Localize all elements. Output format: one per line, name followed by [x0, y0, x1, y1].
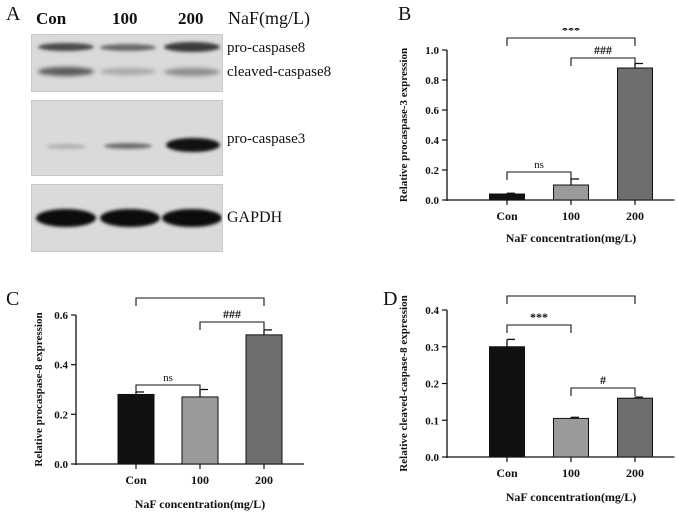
bar-b-Con [489, 193, 525, 201]
y-tick-label-d: 0.2 [425, 379, 439, 391]
x-axis-label-b: NaF concentration(mg/L) [506, 231, 637, 245]
band-cleaved-caspase8-con [38, 67, 94, 76]
bracket-line-c [199, 321, 265, 330]
y-tick-label-c: 0.2 [54, 409, 68, 421]
y-tick-label-d: 0.4 [425, 305, 439, 317]
significance-label-b: *** [562, 28, 580, 37]
blot-caspase3 [31, 100, 223, 176]
bracket-line-c [135, 297, 265, 306]
bar-d-200 [617, 397, 653, 458]
significance-label-b: ns [534, 159, 544, 171]
lane-label-100: 100 [112, 9, 138, 28]
significance-bracket-c: ### [199, 307, 265, 330]
significance-label-b: ### [594, 43, 612, 57]
significance-bracket-d: *** [506, 290, 636, 304]
y-axis-label-c: Relative procaspase-8 expression [33, 312, 45, 466]
x-tick-label-d: Con [496, 466, 518, 480]
x-tick-label-c: 200 [255, 473, 273, 487]
bracket-line-d [570, 387, 636, 396]
chart-b: 0.0 0.2 0.4 0.6 0.8 1.0 Con 100 200 *** ### ns Relat… [398, 28, 675, 245]
band-pro-caspase3-con [46, 144, 86, 149]
significance-label-c: *** [191, 295, 209, 297]
bar-c-100 [181, 396, 219, 465]
blot-caspase8 [31, 34, 223, 92]
y-tick-label-d: 0.3 [425, 342, 439, 354]
significance-bracket-d: # [570, 373, 636, 396]
y-tick-label-c: 0.4 [54, 360, 68, 372]
x-tick-label-d: 100 [562, 466, 580, 480]
naf-header: NaF(mg/L) [228, 8, 310, 28]
y-tick-label-d: 0.1 [425, 415, 439, 427]
label-pro-caspase8: pro-caspase8 [227, 40, 306, 56]
band-gapdh-200 [162, 209, 222, 227]
x-tick-label-c: 100 [191, 473, 209, 487]
band-pro-caspase8-200 [164, 42, 220, 52]
panel-letter-d: D [383, 288, 398, 310]
y-axis-label-b: Relative procaspase-3 expression [398, 48, 410, 202]
x-tick-label-b: Con [496, 209, 518, 223]
y-tick-label-b: 0.4 [425, 135, 439, 147]
significance-bracket-d: *** [506, 310, 572, 333]
x-axis-label-c: NaF concentration(mg/L) [135, 497, 266, 511]
band-cleaved-caspase8-200 [164, 68, 220, 76]
x-tick-label-b: 100 [562, 209, 580, 223]
bracket-line-b [506, 171, 572, 180]
significance-bracket-b: ### [570, 43, 636, 66]
y-tick-label-b: 1.0 [425, 45, 439, 57]
significance-label-d: *** [530, 310, 548, 324]
panel-letter-c: C [6, 288, 20, 310]
bracket-line-d [506, 324, 572, 333]
y-tick-label-b: 0.2 [425, 165, 439, 177]
bracket-line-c [135, 384, 201, 393]
significance-bracket-b: ns [506, 159, 572, 180]
x-tick-label-b: 200 [626, 209, 644, 223]
y-tick-label-c: 0.6 [54, 310, 68, 322]
y-tick-label-b: 0.6 [425, 105, 439, 117]
y-tick-label-b: 0.8 [425, 75, 439, 87]
bracket-line-d [506, 295, 636, 304]
bar-d-Con [489, 346, 525, 458]
bracket-line-b [506, 37, 636, 46]
bar-b-100 [553, 184, 589, 201]
label-cleaved-caspase8: cleaved-caspase8 [227, 64, 332, 80]
bar-c-Con [117, 393, 155, 465]
band-gapdh-con [36, 209, 96, 227]
lane-label-200: 200 [178, 9, 204, 28]
blot-gapdh [31, 184, 223, 252]
panel-letter-b: B [398, 3, 412, 25]
chart-c: 0.0 0.2 0.4 0.6 Con 100 200 *** ### ns Relative pr… [33, 295, 304, 511]
significance-bracket-b: *** [506, 28, 636, 46]
y-tick-label-c: 0.0 [54, 459, 68, 471]
x-tick-label-d: 200 [626, 466, 644, 480]
panel-letter-a: A [6, 3, 21, 25]
x-tick-label-c: Con [125, 473, 147, 487]
chart-d: 0.0 0.1 0.2 0.3 0.4 Con 100 200 *** *** # Relative … [398, 290, 675, 504]
x-axis-label-d: NaF concentration(mg/L) [506, 490, 637, 504]
significance-label-c: ### [223, 307, 241, 321]
bracket-line-b [570, 57, 636, 66]
band-cleaved-caspase8-100 [100, 68, 156, 75]
band-pro-caspase3-200 [166, 138, 220, 152]
significance-label-d: *** [562, 290, 580, 295]
bar-d-100 [553, 417, 589, 458]
band-pro-caspase3-100 [104, 143, 152, 149]
y-tick-label-b: 0.0 [425, 195, 439, 207]
y-axis-label-d: Relative cleaved-caspase-8 expression [398, 295, 410, 471]
significance-bracket-c: ns [135, 372, 201, 393]
y-tick-label-d: 0.0 [425, 452, 439, 464]
band-pro-caspase8-con [38, 43, 94, 51]
lane-label-con: Con [36, 9, 67, 28]
band-pro-caspase8-100 [100, 44, 156, 51]
label-pro-caspase3: pro-caspase3 [227, 131, 306, 147]
bar-c-200 [245, 334, 283, 465]
bar-b-200 [617, 67, 653, 201]
band-gapdh-100 [100, 209, 160, 227]
significance-bracket-c: *** [135, 295, 265, 306]
significance-label-d: # [600, 373, 606, 387]
label-gapdh: GAPDH [227, 209, 283, 226]
significance-label-c: ns [163, 372, 173, 384]
